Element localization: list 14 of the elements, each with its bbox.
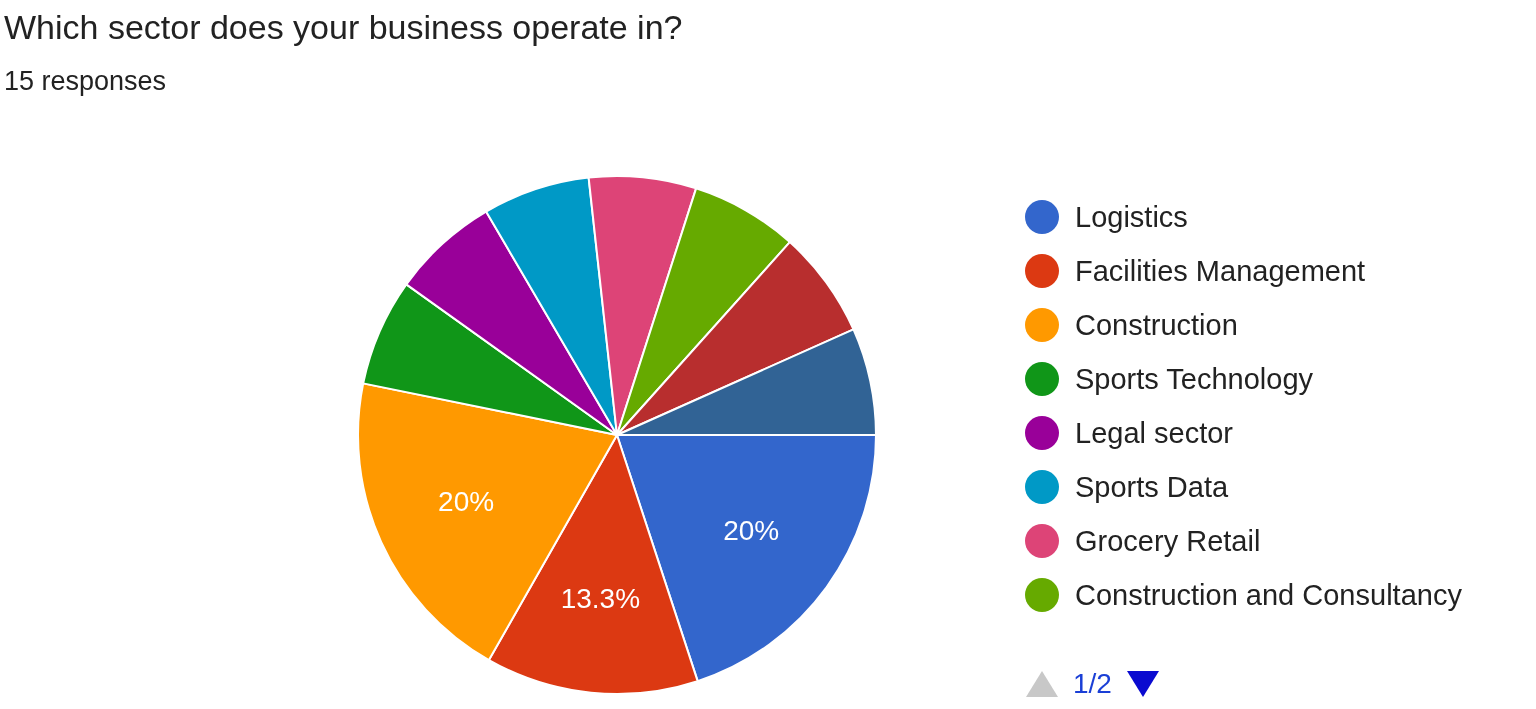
legend-label: Construction <box>1075 308 1238 342</box>
legend-label: Grocery Retail <box>1075 524 1261 558</box>
legend-label: Legal sector <box>1075 416 1233 450</box>
text: 15 responses <box>4 66 167 97</box>
legend-label: Sports Data <box>1075 470 1229 504</box>
legend-label: Construction and Consultancy <box>1075 578 1462 612</box>
data-label: 13.3% <box>560 582 641 614</box>
legend-label: Facilities Management <box>1075 254 1366 288</box>
text: 1/2 <box>1073 668 1112 700</box>
chart-title: Which sector does your business operate in? <box>4 8 683 47</box>
legend-label: Logistics <box>1075 200 1188 234</box>
data-label: 20% <box>438 486 495 518</box>
data-label: 20% <box>723 514 780 546</box>
legend-label: Sports Technology <box>1075 362 1314 396</box>
